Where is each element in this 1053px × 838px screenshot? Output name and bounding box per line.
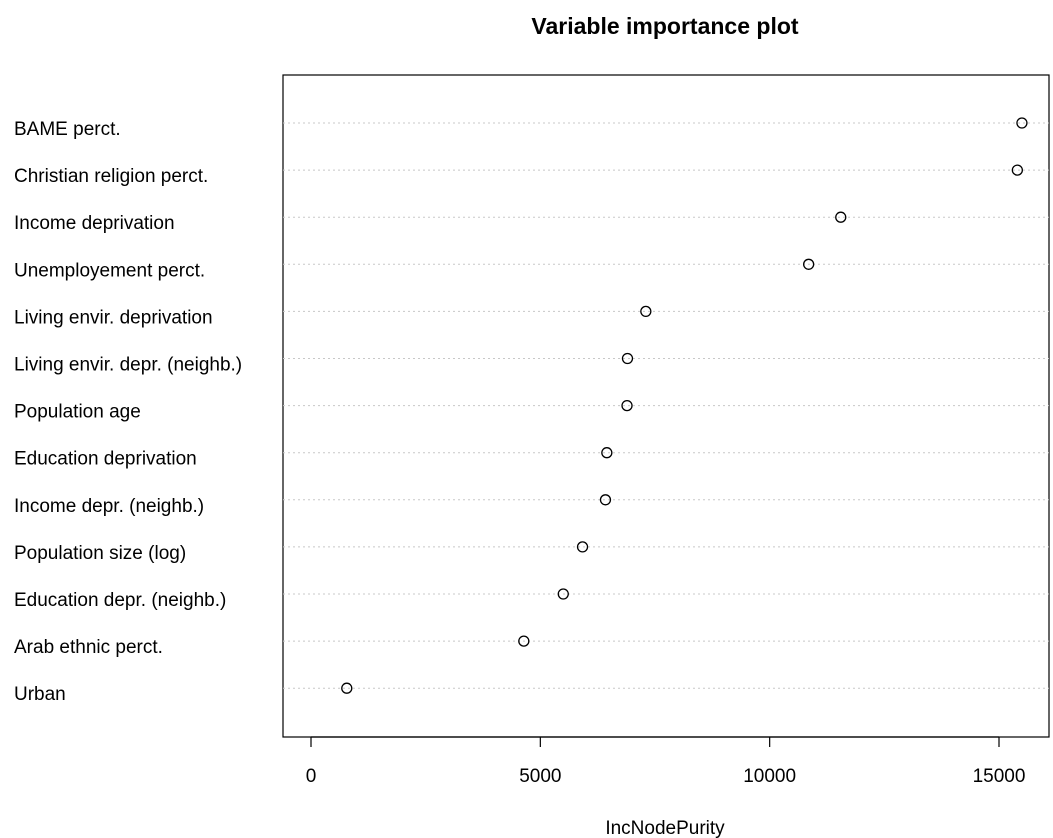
x-axis-title: IncNodePurity bbox=[605, 818, 725, 838]
category-label: Unemployement perct. bbox=[14, 260, 205, 281]
grid-lines bbox=[283, 122, 1049, 689]
category-label: Arab ethnic perct. bbox=[14, 637, 163, 658]
category-label: Population size (log) bbox=[14, 543, 186, 564]
data-point bbox=[1016, 117, 1028, 129]
chart-title: Variable importance plot bbox=[531, 13, 798, 39]
category-label: Living envir. deprivation bbox=[14, 307, 213, 328]
category-label: BAME perct. bbox=[14, 119, 121, 140]
data-point bbox=[601, 447, 613, 459]
data-point bbox=[341, 682, 353, 694]
category-labels: BAME perct. Christian religion perct. Inco… bbox=[14, 119, 242, 705]
data-point bbox=[599, 494, 612, 506]
data-point bbox=[803, 258, 815, 270]
x-tick-label: 15000 bbox=[973, 766, 1026, 787]
category-label: Urban bbox=[14, 684, 66, 705]
data-point bbox=[621, 399, 633, 412]
category-label: Education depr. (neighb.) bbox=[14, 590, 226, 611]
category-label: Income depr. (neighb.) bbox=[14, 496, 204, 517]
x-tick-label: 10000 bbox=[743, 766, 796, 787]
category-label: Christian religion perct. bbox=[14, 166, 208, 187]
data-point bbox=[640, 305, 652, 318]
category-label: Population age bbox=[14, 402, 141, 423]
data-points bbox=[341, 117, 1028, 694]
data-point bbox=[835, 211, 847, 223]
data-point bbox=[621, 352, 634, 365]
category-label: Education deprivation bbox=[14, 449, 197, 470]
data-point bbox=[557, 588, 569, 600]
x-axis: 0 5000 10000 15000 bbox=[306, 736, 1026, 787]
data-point bbox=[1011, 164, 1023, 176]
category-label: Living envir. depr. (neighb.) bbox=[14, 355, 242, 376]
data-point bbox=[518, 635, 530, 647]
x-tick-label: 0 bbox=[306, 766, 317, 787]
data-point bbox=[576, 541, 589, 553]
x-tick-label: 5000 bbox=[519, 766, 561, 787]
category-label: Income deprivation bbox=[14, 213, 175, 234]
